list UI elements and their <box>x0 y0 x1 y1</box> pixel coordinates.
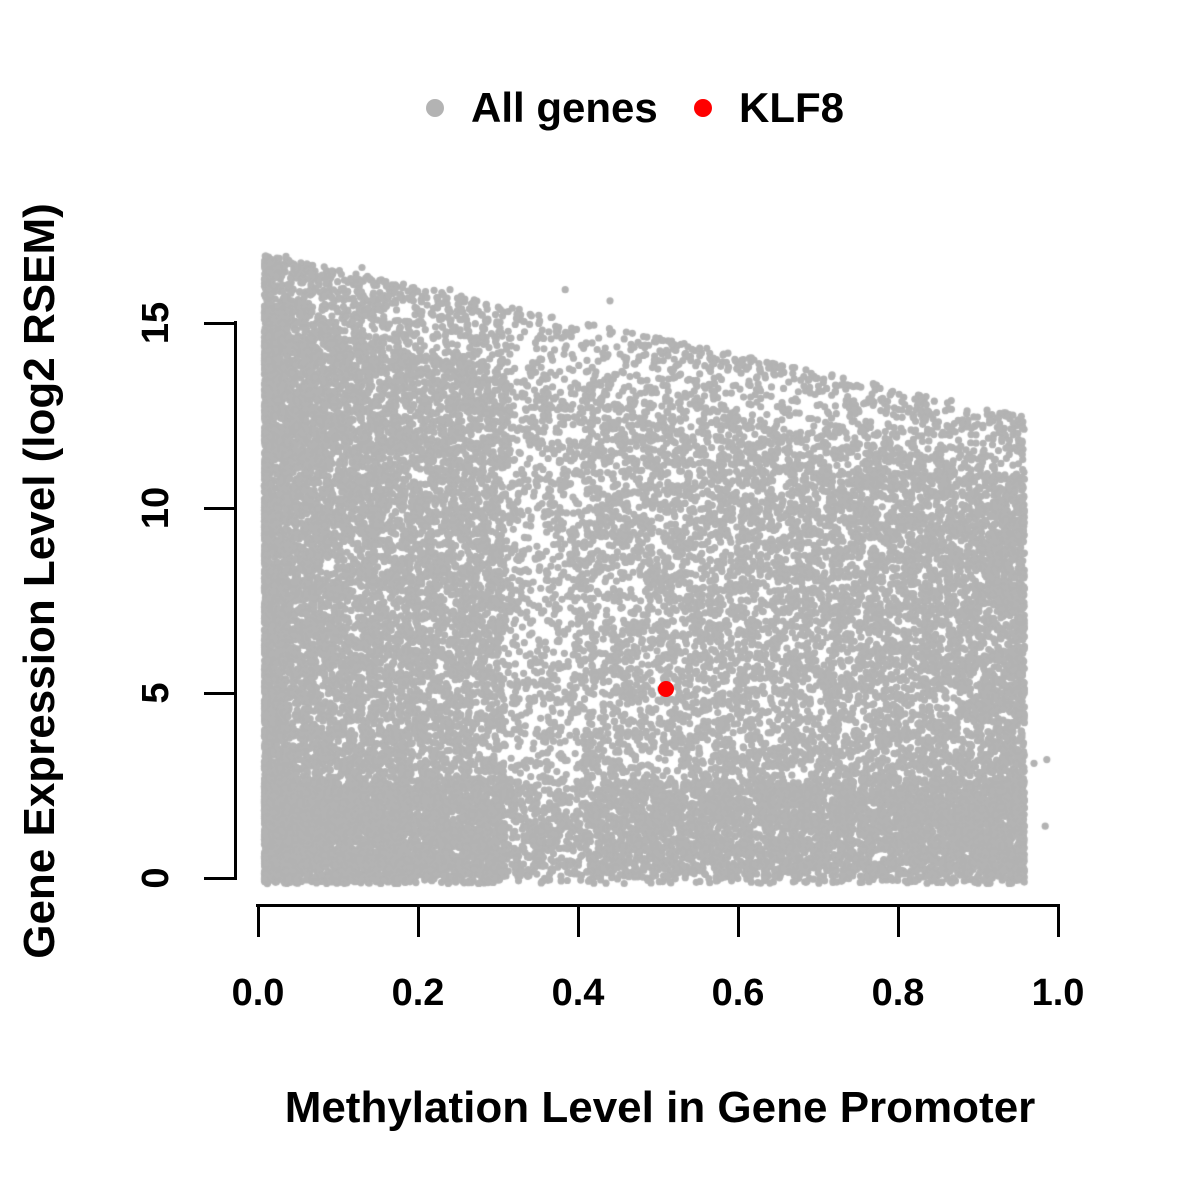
x-tick <box>896 904 900 937</box>
x-tick <box>256 904 260 937</box>
y-tick-label: 15 <box>135 301 177 345</box>
x-axis-title: Methylation Level in Gene Promoter <box>284 1083 1036 1132</box>
y-tick <box>204 506 234 510</box>
x-tick-label: 0.4 <box>551 972 605 1014</box>
y-tick <box>204 321 234 325</box>
y-tick <box>204 876 234 880</box>
x-tick <box>1056 904 1060 937</box>
x-tick-label: 1.0 <box>1031 972 1085 1014</box>
y-tick-label: 5 <box>135 682 177 704</box>
y-tick <box>204 691 234 695</box>
y-axis-line <box>234 321 237 880</box>
x-tick-label: 0.8 <box>871 972 925 1014</box>
x-tick-label: 0.0 <box>231 972 285 1014</box>
legend-klf8-dot-icon <box>694 99 712 117</box>
y-tick-label: 0 <box>135 867 177 889</box>
x-axis-line <box>256 904 1060 907</box>
legend-klf8-label: KLF8 <box>739 84 844 131</box>
x-tick <box>736 904 740 937</box>
y-axis-title: Gene Expression Level (log2 RSEM) <box>15 203 64 959</box>
legend-all-genes-label: All genes <box>471 84 658 131</box>
klf8-point <box>658 681 674 698</box>
x-tick <box>416 904 420 937</box>
x-tick-label: 0.6 <box>711 972 765 1014</box>
legend-all-genes-dot-icon <box>426 99 444 117</box>
x-tick-label: 0.2 <box>391 972 445 1014</box>
x-tick <box>576 904 580 937</box>
y-tick-label: 10 <box>135 486 177 530</box>
